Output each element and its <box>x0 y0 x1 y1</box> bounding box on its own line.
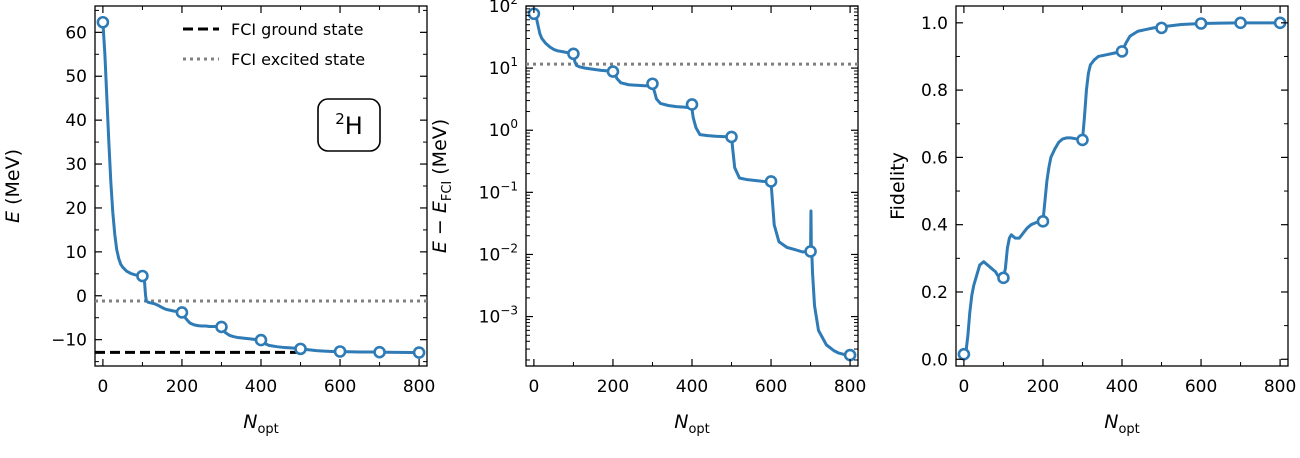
x-axis-label: Nopt <box>674 411 710 437</box>
plot-frame <box>955 5 1289 367</box>
series-line <box>532 12 852 357</box>
y-axis-label: Fidelity <box>887 152 909 220</box>
x-axis-sub: opt <box>1118 422 1139 437</box>
x-axis-label: Nopt <box>1104 411 1140 437</box>
x-tick-label: 0 <box>528 377 539 397</box>
data-point-marker <box>175 306 189 319</box>
fidelity-panel: 0 200 400 600 800 0.0 0.2 0.4 0.6 0.8 1.0 Nopt Fid… <box>887 5 1296 437</box>
y-tick-label: 101 <box>489 55 518 79</box>
y-axis-label: E − EFCI (MeV) <box>429 119 455 253</box>
data-point-marker <box>567 47 580 61</box>
x-axis-sub: opt <box>257 422 278 437</box>
data-point-marker <box>412 346 426 359</box>
x-tick-label: 200 <box>1027 377 1059 397</box>
data-point-marker <box>1234 16 1247 30</box>
plot-area <box>526 7 858 362</box>
data-point-marker <box>1036 215 1050 228</box>
x-axis-var: N <box>674 411 688 433</box>
legend: FCI ground state FCI excited state <box>183 20 365 69</box>
y-tick-label: 10−3 <box>479 304 518 328</box>
y-axis-unit: (MeV) <box>2 149 24 211</box>
x-tick-label: 400 <box>245 377 277 397</box>
y-axis-unit: (MeV) <box>429 119 451 181</box>
y-tick-label: 30 <box>65 155 87 175</box>
y-tick-label: 1.0 <box>921 14 948 34</box>
y-axis-var: E − E <box>429 201 451 253</box>
isotope-label: 2H <box>335 110 363 140</box>
y-tick-label: 100 <box>489 117 518 141</box>
y-tick-label: 0.0 <box>921 350 948 370</box>
plot-area <box>95 15 427 359</box>
axis-ticks: 0 200 400 600 800 0.0 0.2 0.4 0.6 0.8 1.0 <box>921 6 1296 397</box>
x-tick-label: 800 <box>1264 377 1296 397</box>
series-line <box>962 21 1282 356</box>
x-axis-label: Nopt <box>243 411 279 437</box>
data-point-marker <box>1115 45 1129 58</box>
data-point-marker <box>96 15 110 29</box>
y-tick-label: 60 <box>65 23 87 43</box>
x-tick-label: 400 <box>1106 377 1138 397</box>
isotope-symbol: H <box>345 112 363 140</box>
x-tick-label: 800 <box>834 377 866 397</box>
data-point-marker <box>294 342 307 356</box>
data-point-marker <box>764 175 778 188</box>
x-tick-label: 0 <box>97 377 108 397</box>
isotope-mass-number: 2 <box>335 110 345 128</box>
isotope-badge <box>317 98 381 152</box>
data-point-marker <box>997 271 1010 285</box>
y-tick-label: 10 <box>65 243 87 263</box>
data-point-marker <box>606 65 620 78</box>
series-line <box>101 20 421 355</box>
y-tick-label: 50 <box>65 67 87 87</box>
x-tick-label: 200 <box>166 377 198 397</box>
y-tick-label: 10−2 <box>479 241 518 265</box>
x-tick-label: 600 <box>1185 377 1217 397</box>
y-axis-sub: FCI <box>440 181 455 201</box>
data-point-marker <box>373 345 386 359</box>
y-tick-label: 0 <box>76 287 87 307</box>
data-point-marker <box>1194 17 1208 30</box>
x-tick-label: 0 <box>958 377 969 397</box>
x-tick-label: 400 <box>676 377 708 397</box>
y-axis-var: E <box>2 211 24 223</box>
data-point-marker <box>215 320 228 334</box>
x-axis-var: N <box>243 411 257 433</box>
x-tick-label: 200 <box>597 377 629 397</box>
data-point-marker <box>843 348 857 362</box>
x-tick-label: 800 <box>403 377 435 397</box>
energy-panel: 0 200 400 600 800 −10 0 10 20 30 40 50 60 FCI ground… <box>2 5 435 437</box>
x-axis-sub: opt <box>688 422 709 437</box>
y-tick-label: 102 <box>489 0 518 17</box>
x-tick-label: 600 <box>324 377 356 397</box>
isotope-annotation: 2H <box>317 98 381 152</box>
y-tick-label: 10−1 <box>479 179 518 203</box>
data-point-marker <box>254 333 268 347</box>
data-point-marker <box>1076 133 1089 147</box>
y-tick-label: 20 <box>65 199 87 219</box>
data-point-marker <box>136 269 149 283</box>
axis-ticks: 0 200 400 600 800 10−3 10−2 10−1 100 101 102 <box>479 0 867 397</box>
y-tick-label: 40 <box>65 111 87 131</box>
data-point-marker <box>333 345 347 358</box>
data-point-marker <box>725 130 738 144</box>
legend-label-excited: FCI excited state <box>231 50 365 69</box>
legend-label-ground: FCI ground state <box>231 20 363 39</box>
y-axis-label: E (MeV) <box>2 149 24 223</box>
y-tick-label: 0.8 <box>921 81 948 101</box>
plot-area <box>957 16 1287 361</box>
x-axis-var: N <box>1104 411 1118 433</box>
y-tick-label: 0.2 <box>921 283 948 303</box>
data-point-marker <box>685 98 699 111</box>
axis-ticks: 0 200 400 600 800 −10 0 10 20 30 40 50 60 <box>51 6 435 397</box>
y-tick-label: −10 <box>51 331 87 351</box>
data-point-marker <box>646 77 659 91</box>
y-tick-label: 0.6 <box>921 148 948 168</box>
data-point-marker <box>804 245 817 258</box>
y-tick-label: 0.4 <box>921 216 948 236</box>
data-point-marker <box>957 347 971 361</box>
x-tick-label: 600 <box>755 377 787 397</box>
data-point-marker <box>1155 21 1168 35</box>
